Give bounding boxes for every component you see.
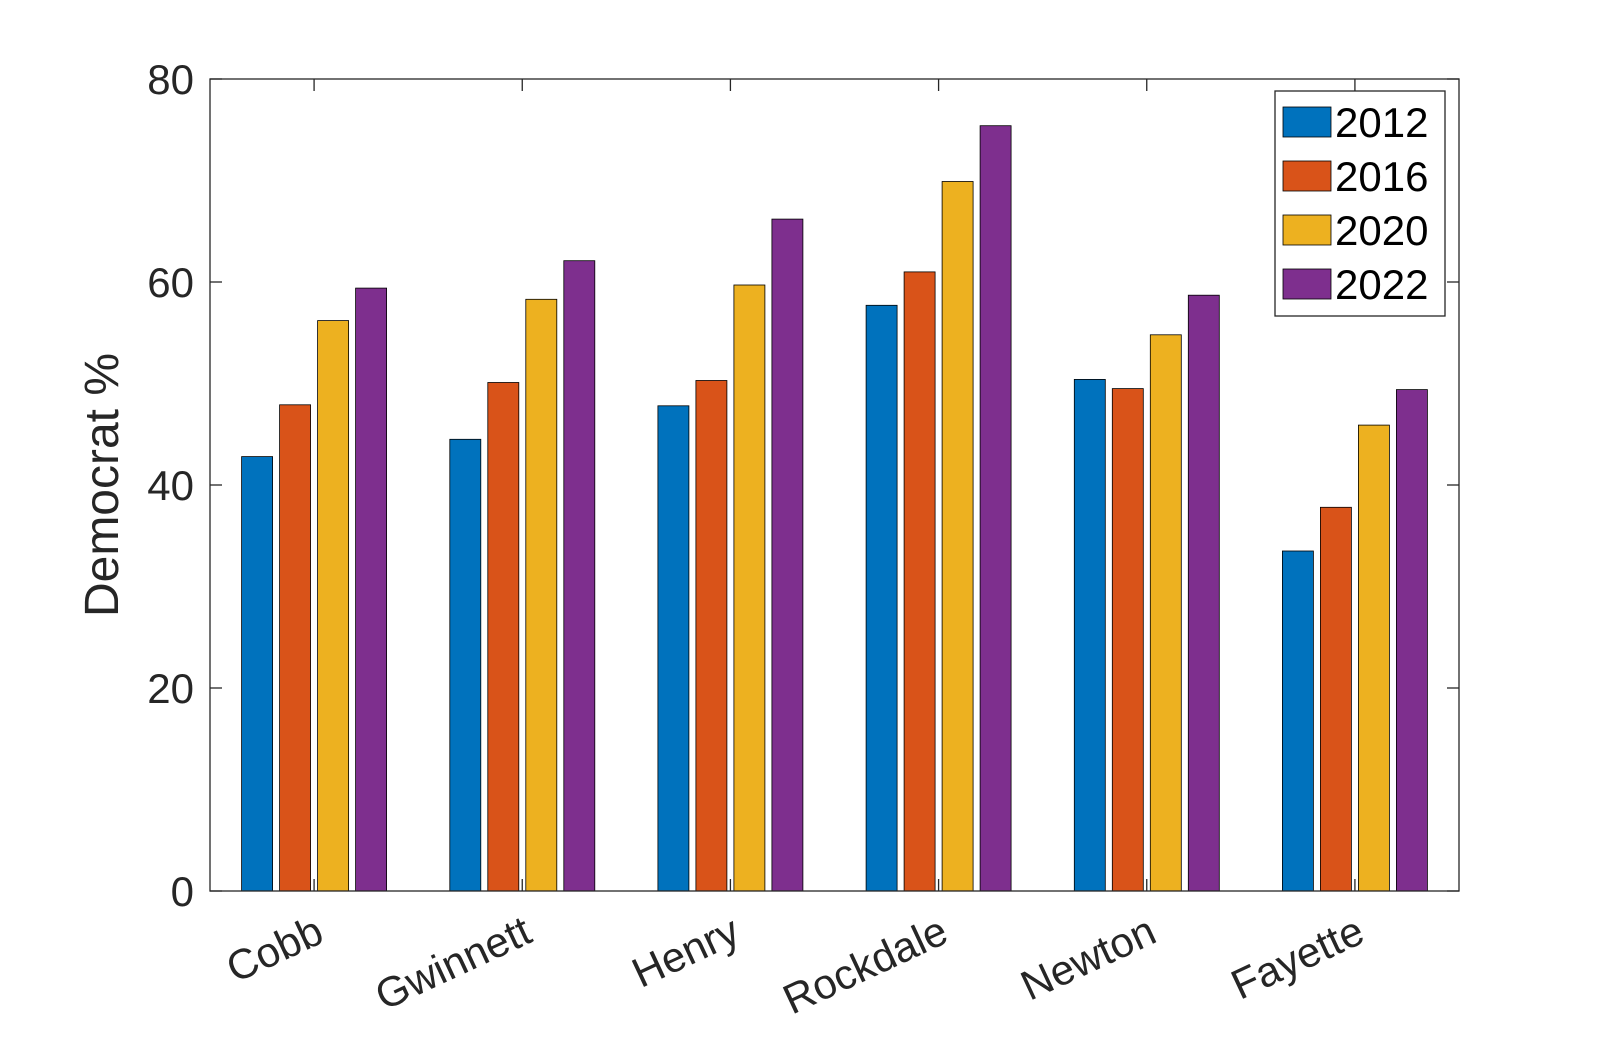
- y-tick-label: 80: [147, 56, 194, 103]
- bar-gwinnett-2012: [449, 438, 482, 892]
- x-tick-label-cobb: Cobb: [219, 907, 330, 992]
- bar-fayette-2022: [1396, 389, 1428, 892]
- y-tick-label: 60: [147, 259, 194, 306]
- bar-newton-2012: [1073, 378, 1106, 892]
- legend-swatch-2022: [1282, 268, 1332, 300]
- legend-label-2012: 2012: [1335, 99, 1428, 146]
- legend-label-2022: 2022: [1335, 261, 1428, 308]
- bar-cobb-2016: [279, 404, 312, 892]
- bar-cobb-2022: [355, 287, 388, 892]
- legend: 2012 2016 2020 2022: [1274, 90, 1446, 317]
- y-tick-label: 40: [147, 462, 194, 509]
- plot-area-background: [210, 79, 1459, 891]
- x-tick-label-rockdale: Rockdale: [776, 907, 955, 1024]
- y-tick-label: 20: [147, 665, 194, 712]
- legend-swatch-2016: [1282, 160, 1332, 192]
- bar-fayette-2016: [1320, 506, 1352, 892]
- bar-cobb-2020: [317, 320, 350, 892]
- bar-cobb-2012: [241, 456, 274, 892]
- legend-swatch-2020: [1282, 214, 1332, 246]
- legend-label-2020: 2020: [1335, 207, 1428, 254]
- legend-swatch-2012: [1282, 106, 1332, 138]
- ticks-group: [210, 78, 1459, 892]
- x-tick-label-gwinnett: Gwinnett: [368, 906, 538, 1019]
- bar-rockdale-2016: [903, 271, 936, 892]
- bar-rockdale-2022: [979, 125, 1012, 892]
- y-tick-label: 0: [171, 868, 194, 915]
- x-tick-label-newton: Newton: [1014, 907, 1163, 1010]
- x-tick-labels: Cobb Gwinnett Henry Rockdale Newton Fayette: [219, 906, 1371, 1023]
- bar-rockdale-2012: [865, 304, 898, 892]
- bar-gwinnett-2022: [563, 260, 596, 892]
- bar-henry-2016: [695, 380, 728, 892]
- bar-newton-2020: [1149, 334, 1182, 892]
- x-tick-label-fayette: Fayette: [1224, 907, 1371, 1009]
- bar-fayette-2020: [1358, 424, 1390, 892]
- x-tick-label-henry: Henry: [625, 907, 746, 997]
- bar-gwinnett-2020: [525, 298, 558, 892]
- bar-rockdale-2020: [941, 181, 974, 892]
- bar-henry-2012: [657, 405, 690, 892]
- bar-newton-2022: [1187, 294, 1220, 892]
- y-axis-label: Democrat %: [76, 353, 129, 617]
- bar-gwinnett-2016: [487, 382, 520, 892]
- bar-henry-2020: [733, 284, 766, 892]
- bar-fayette-2012: [1282, 550, 1314, 892]
- bar-newton-2016: [1111, 388, 1144, 892]
- y-tick-labels: 0 20 40 60 80: [147, 56, 194, 915]
- legend-label-2016: 2016: [1335, 153, 1428, 200]
- bars-group: [241, 125, 1428, 892]
- bar-henry-2022: [771, 218, 804, 892]
